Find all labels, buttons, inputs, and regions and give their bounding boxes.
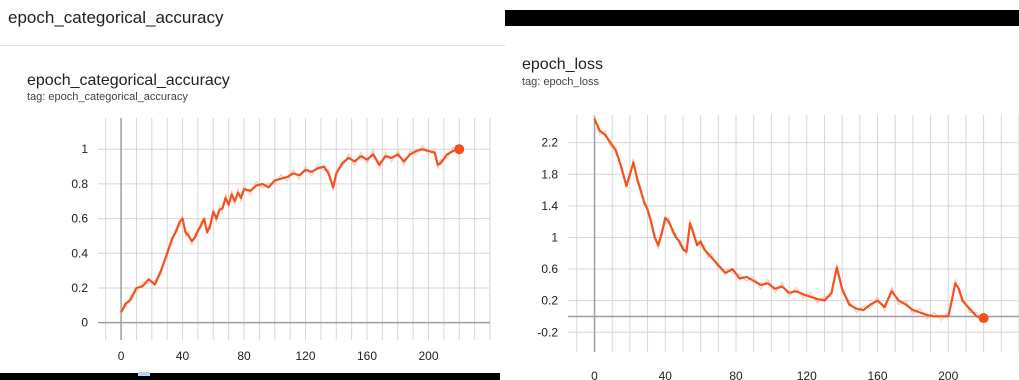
loss-chart-tag: tag: epoch_loss xyxy=(522,76,600,88)
bottom-black-bar xyxy=(0,373,500,380)
loss-y-tick-label: 1.8 xyxy=(541,167,558,181)
loss-chart-title: epoch_loss xyxy=(522,56,603,73)
accuracy-y-tick-label: 0.6 xyxy=(71,212,88,226)
section-title: epoch_categorical_accuracy xyxy=(8,8,224,27)
accuracy-chart-tag: tag: epoch_categorical_accuracy xyxy=(27,91,188,103)
accuracy-chart-title: epoch_categorical_accuracy xyxy=(27,72,230,89)
loss-x-tick-label: 200 xyxy=(938,369,958,380)
accuracy-x-tick-label: 40 xyxy=(176,349,190,363)
loss-series-line xyxy=(593,118,984,320)
accuracy-x-tick-label: 160 xyxy=(357,349,377,363)
loss-y-tick-label: 1 xyxy=(551,230,558,244)
accuracy-y-tick-label: 0.2 xyxy=(71,281,88,295)
accuracy-last-point xyxy=(454,144,465,155)
loss-x-tick-label: 80 xyxy=(729,369,743,380)
accuracy-x-tick-label: 0 xyxy=(118,349,125,363)
accuracy-y-tick-label: 0 xyxy=(81,316,88,330)
loss-x-tick-label: 160 xyxy=(867,369,887,380)
accuracy-y-tick-label: 1 xyxy=(81,142,88,156)
accuracy-x-tick-label: 120 xyxy=(296,349,316,363)
loss-last-point xyxy=(978,313,989,324)
loss-y-tick-label: 0.6 xyxy=(541,262,558,276)
accuracy-chart: 0 0.2 0.4 0.6 0.8 1 0 40 80 120 160 200 xyxy=(71,118,491,363)
accuracy-series-line xyxy=(120,148,460,313)
scrollbar-marker xyxy=(138,372,150,376)
accuracy-x-tick-label: 200 xyxy=(418,349,438,363)
loss-y-tick-label: 0.2 xyxy=(541,294,558,308)
loss-y-tick-label: -0.2 xyxy=(537,325,558,339)
loss-y-tick-label: 2.2 xyxy=(541,136,558,150)
top-black-bar xyxy=(505,10,1019,26)
loss-y-tick-label: 1.4 xyxy=(541,199,558,213)
accuracy-y-tick-label: 0.4 xyxy=(71,246,88,260)
loss-x-tick-label: 40 xyxy=(659,369,673,380)
accuracy-y-tick-label: 0.8 xyxy=(71,177,88,191)
section-divider xyxy=(0,45,505,46)
loss-x-tick-label: 120 xyxy=(797,369,817,380)
loss-x-tick-label: 0 xyxy=(591,369,598,380)
accuracy-x-tick-label: 80 xyxy=(237,349,251,363)
